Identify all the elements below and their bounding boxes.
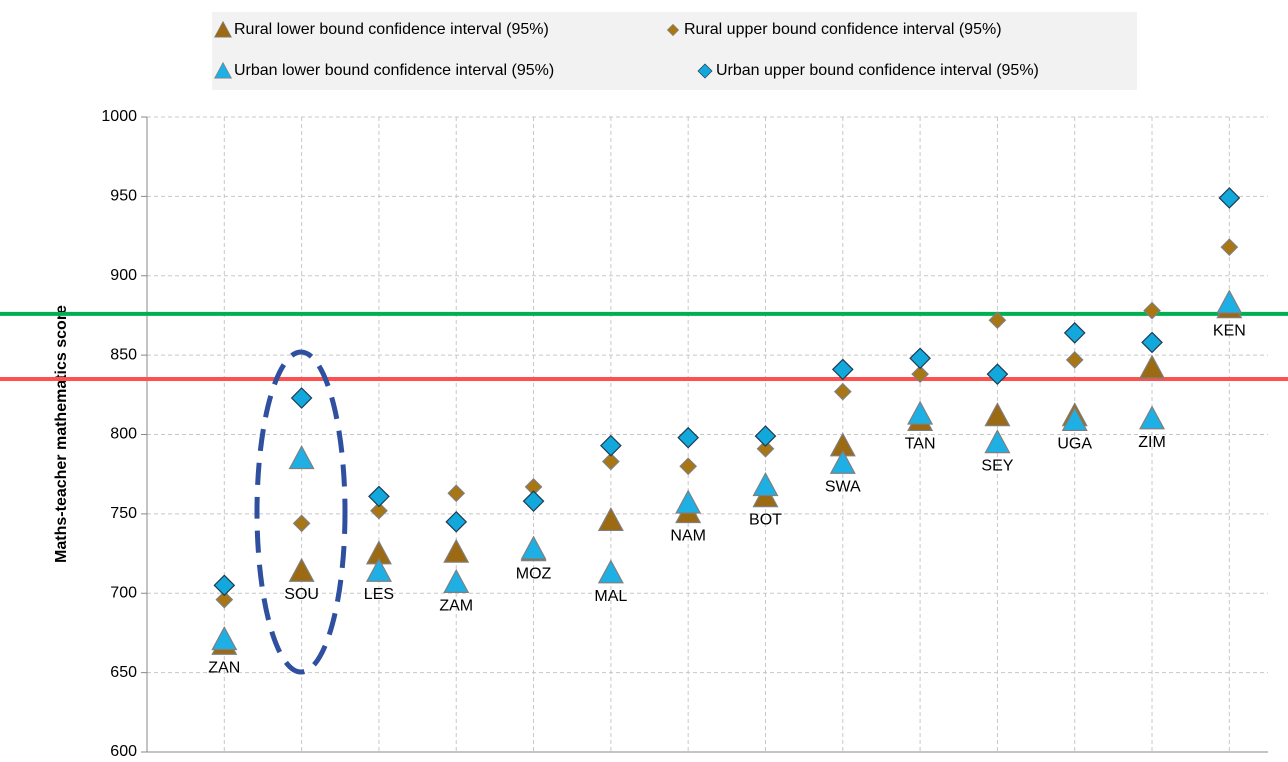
marker [292,514,311,533]
marker [909,347,931,370]
y-tick-label: 600 [110,743,137,760]
legend-label: Urban lower bound confidence interval (9… [234,62,554,79]
y-tick-label: 1000 [101,108,137,125]
marker [597,559,624,584]
marker [1139,405,1166,430]
point-label: UGA [1057,435,1092,452]
point-label: ZIM [1138,434,1166,451]
point-label: ZAN [208,659,240,676]
marker [988,311,1007,330]
marker [443,538,470,563]
marker [829,449,856,474]
marker [833,382,852,401]
marker [1218,187,1241,209]
marker [213,574,236,597]
legend-marker [666,23,680,37]
point-label: SEY [981,458,1013,475]
point-label: BOT [749,512,782,529]
point-label: LES [364,586,394,603]
marker [677,426,700,449]
legend-box [212,12,1137,90]
point-label: MOZ [516,566,552,583]
marker [756,439,775,458]
legend-marker [214,20,232,38]
y-tick-label: 950 [110,188,137,205]
legend-marker [214,61,232,79]
marker [675,489,702,514]
legend-label: Rural upper bound confidence interval (9… [684,21,1002,38]
marker [1143,301,1161,320]
marker [288,557,315,582]
marker [1141,331,1163,354]
marker [1065,351,1084,369]
marker [597,506,624,532]
y-tick-label: 850 [110,346,137,363]
marker [368,485,390,508]
marker [1220,238,1239,257]
marker [1139,354,1166,379]
marker [911,365,929,384]
marker [370,501,388,520]
y-tick-label: 900 [110,267,137,284]
marker [215,590,234,609]
point-label: NAM [670,528,706,545]
y-tick-label: 800 [110,426,137,443]
marker [520,535,547,560]
marker [290,387,313,409]
marker [443,568,470,593]
marker [679,457,698,476]
legend-marker [697,63,713,79]
marker [752,472,779,497]
point-label: TAN [905,435,936,452]
point-label: SWA [825,478,861,495]
marker [365,557,392,582]
marker [1061,406,1088,432]
marker [447,484,466,503]
highlight-ellipse [254,349,348,675]
y-axis-title: Maths-teacher mathematics score [53,305,70,563]
marker [907,400,934,425]
y-tick-label: 750 [110,505,137,522]
y-tick-label: 650 [110,664,137,681]
marker [1063,322,1086,344]
point-label: SOU [284,586,319,603]
y-tick-label: 700 [110,584,137,601]
marker [445,510,468,533]
marker [986,363,1009,386]
legend-label: Rural lower bound confidence interval (9… [234,21,549,38]
marker [600,434,622,457]
marker [1216,289,1243,314]
marker [602,452,620,471]
point-label: ZAM [439,597,473,614]
point-label: MAL [594,588,627,605]
marker [211,626,238,651]
marker [754,425,777,447]
marker [984,402,1011,427]
marker [522,490,545,513]
marker [288,445,315,470]
marker [831,358,854,381]
point-label: KEN [1213,323,1246,340]
marker [984,429,1011,454]
legend-label: Urban upper bound confidence interval (9… [716,62,1039,79]
